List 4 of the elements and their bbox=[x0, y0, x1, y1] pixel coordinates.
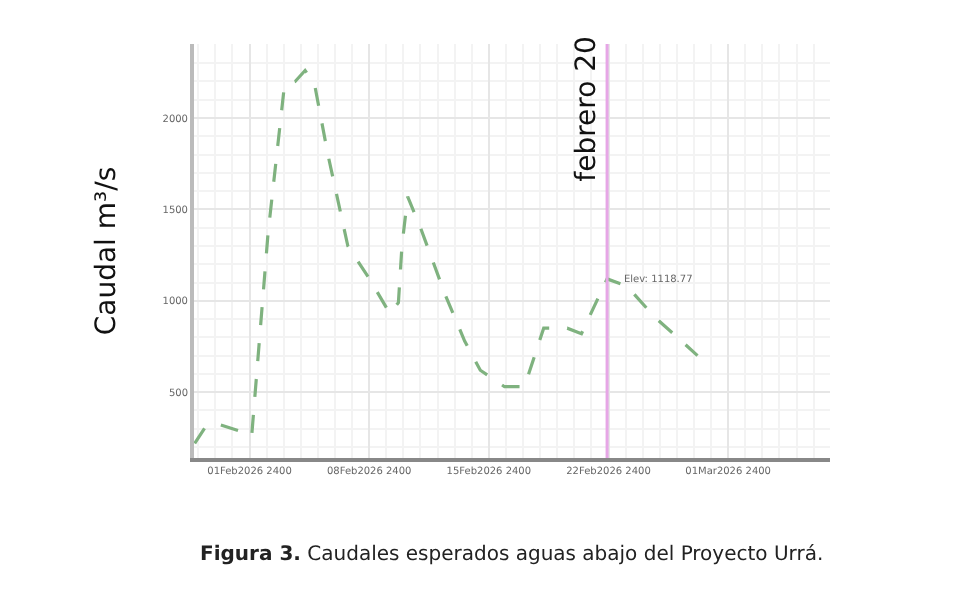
ref-line-label: febrero 20 bbox=[570, 36, 603, 182]
text: Figura 3. Caudales esperados aguas abajo del Proyecto Urrá. bbox=[200, 544, 824, 566]
line-series bbox=[194, 68, 700, 445]
y-axis-title: Caudal m³/s bbox=[90, 166, 123, 336]
